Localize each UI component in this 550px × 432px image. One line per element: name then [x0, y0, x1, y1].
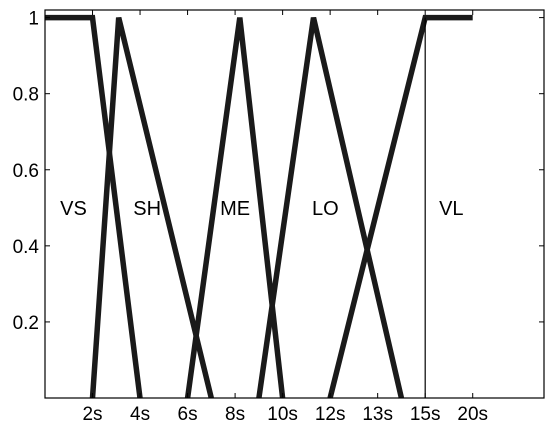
y-tick-label: 1	[28, 9, 39, 30]
series-line-me	[184, 17, 286, 399]
series-line-vs	[45, 14, 143, 399]
x-tick-label: 10s	[267, 404, 298, 425]
series-layer	[45, 14, 473, 399]
x-tick-label: 13s	[362, 404, 393, 425]
x-tick-label: 15s	[410, 404, 441, 425]
y-tick-label: 0.4	[13, 237, 40, 258]
set-label-vs: VS	[60, 198, 87, 220]
x-tick-label: 4s	[130, 404, 150, 425]
set-label-lo: LO	[312, 198, 339, 220]
x-tick-label: 20s	[457, 404, 488, 425]
set-label-sh: SH	[133, 198, 161, 220]
plot-frame	[44, 9, 545, 399]
y-tick-label: 0.2	[13, 313, 39, 334]
series-line-lo	[256, 16, 405, 399]
x-tick-label: 12s	[315, 404, 346, 425]
set-label-layer: VS SH ME LO VL	[60, 198, 463, 220]
y-tick-label: 0.8	[13, 85, 39, 106]
series-line-vl	[327, 14, 473, 399]
set-label-vl: VL	[439, 198, 463, 220]
x-tick-label: 6s	[178, 404, 198, 425]
x-tick-label: 8s	[225, 404, 245, 425]
set-label-me: ME	[220, 198, 250, 220]
series-line-sh	[89, 16, 214, 399]
x-tick-label: 2s	[82, 404, 102, 425]
y-tick-label: 0.6	[13, 161, 39, 182]
